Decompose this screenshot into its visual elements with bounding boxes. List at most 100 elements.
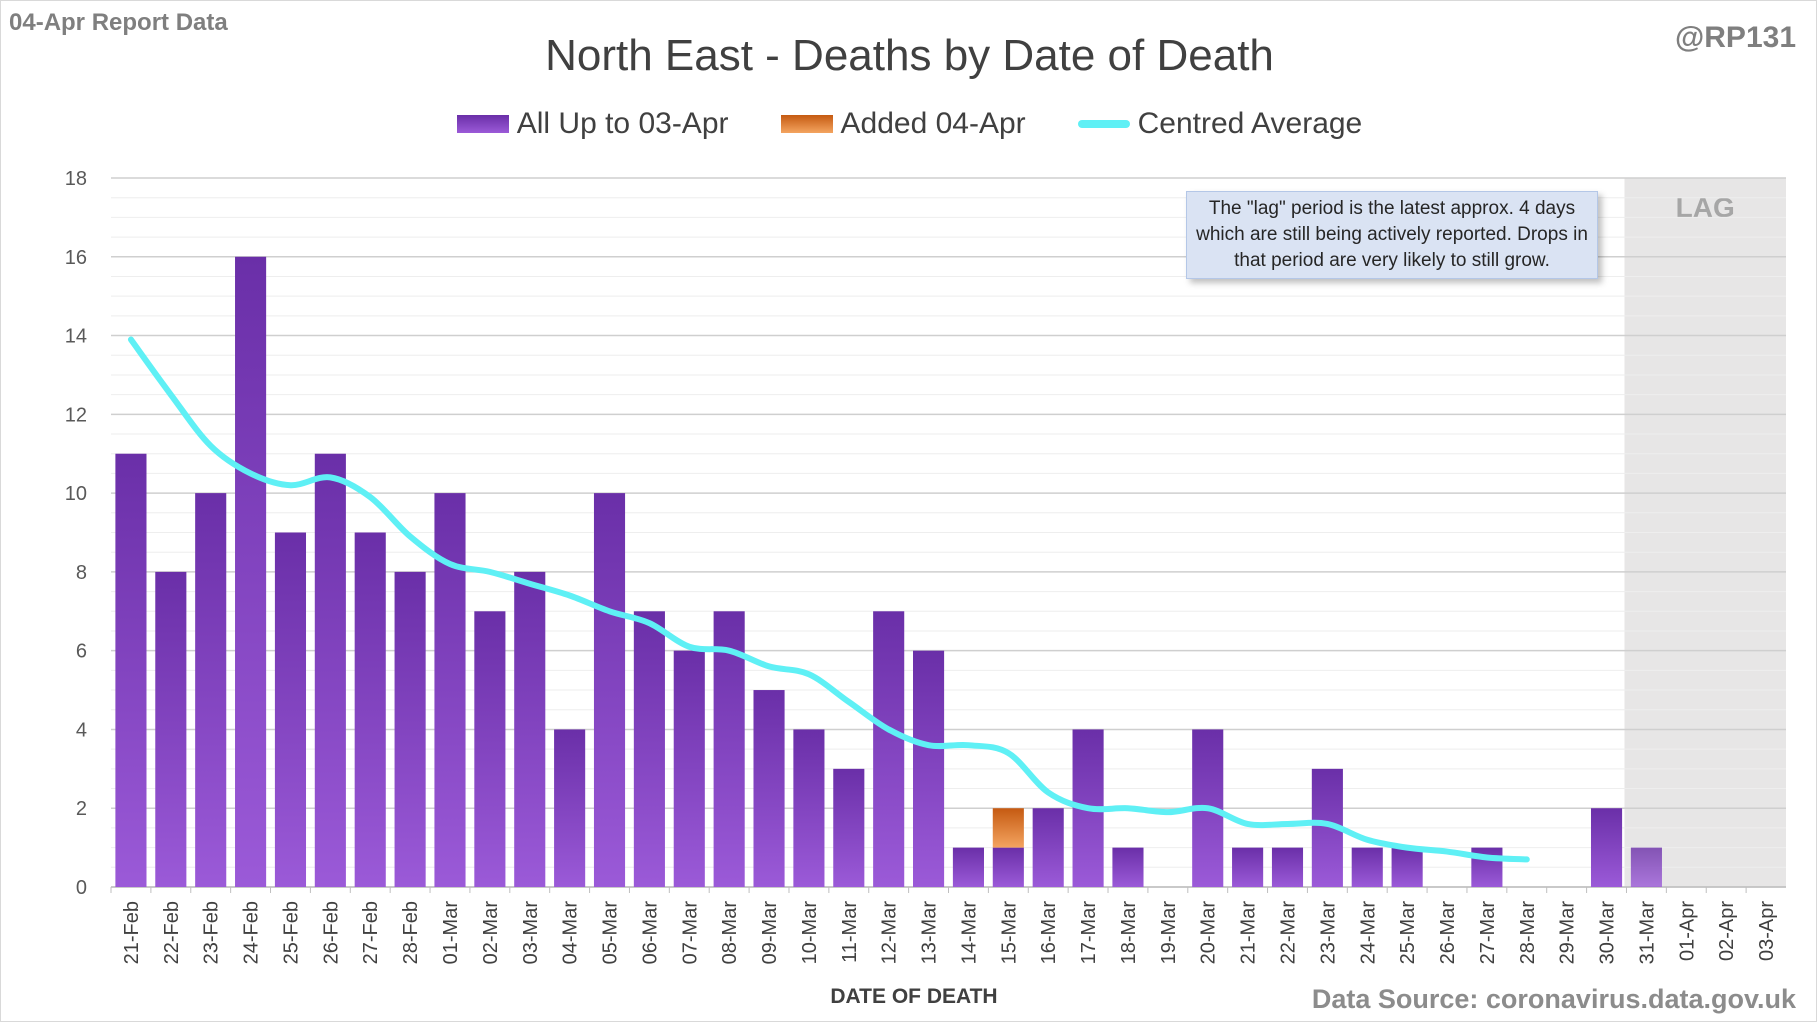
legend-swatch-average (1077, 120, 1130, 128)
bar-all-02-Mar (474, 611, 506, 887)
bar-all-06-Mar (633, 611, 665, 887)
y-tick-label: 14 (65, 326, 87, 348)
x-tick-label: 03-Apr (1756, 901, 1778, 961)
bar-all-22-Feb (155, 571, 187, 887)
x-tick-label: 07-Mar (679, 901, 701, 965)
x-axis-title: DATE OF DEATH (830, 985, 998, 1008)
bar-all-21-Mar (1232, 847, 1264, 887)
x-tick-label: 15-Mar (998, 901, 1020, 965)
bar-all-18-Mar (1112, 847, 1144, 887)
bar-all-03-Mar (514, 571, 546, 887)
bar-all-30-Mar (1590, 808, 1623, 887)
lag-callout-note: The "lag" period is the latest approx. 4… (1186, 191, 1598, 279)
x-tick-label: 05-Mar (600, 901, 622, 965)
bar-all-21-Feb (115, 453, 147, 887)
legend-label-added: Added 04-Apr (840, 107, 1026, 140)
x-tick-label: 03-Mar (520, 901, 542, 965)
x-tick-label: 26-Feb (320, 901, 342, 964)
legend: All Up to 03-Apr Added 04-Apr Centred Av… (1, 107, 1817, 141)
bar-all-10-Mar (793, 729, 825, 887)
bar-all-28-Feb (394, 571, 426, 887)
x-tick-label: 24-Mar (1357, 901, 1379, 965)
chart-title: North East - Deaths by Date of Death (545, 31, 1274, 80)
y-tick-label: 12 (65, 404, 87, 426)
x-tick-label: 02-Mar (480, 901, 502, 965)
legend-item-average: Centred Average (1077, 107, 1363, 141)
bar-all-31-Mar (1630, 847, 1662, 887)
x-tick-label: 30-Mar (1597, 901, 1619, 965)
y-tick-label: 10 (65, 483, 87, 505)
x-tick-label: 18-Mar (1118, 901, 1140, 965)
x-tick-label: 08-Mar (719, 901, 741, 965)
y-tick-label: 6 (76, 641, 87, 663)
x-tick-label: 21-Feb (121, 901, 143, 964)
data-source-label: Data Source: coronavirus.data.gov.uk (1311, 984, 1796, 1014)
report-date-label: 04-Apr Report Data (9, 9, 228, 36)
x-tick-label: 23-Feb (201, 901, 223, 964)
x-tick-label: 01-Apr (1676, 901, 1698, 961)
bar-added-15-Mar (992, 808, 1024, 848)
legend-item-added: Added 04-Apr (780, 107, 1026, 141)
bar-all-26-Feb (314, 453, 346, 887)
author-handle: @RP131 (1675, 21, 1796, 54)
x-tick-label: 11-Mar (839, 901, 861, 963)
bar-all-05-Mar (593, 493, 626, 887)
y-tick-label: 8 (76, 562, 87, 584)
legend-label-all: All Up to 03-Apr (516, 107, 729, 140)
x-tick-label: 16-Mar (1038, 901, 1060, 965)
legend-swatch-added (780, 115, 833, 133)
x-tick-label: 10-Mar (799, 901, 821, 965)
x-tick-label: 23-Mar (1317, 901, 1339, 965)
x-tick-label: 27-Mar (1477, 901, 1499, 965)
x-tick-label: 24-Feb (241, 901, 263, 964)
y-tick-label: 2 (76, 798, 87, 820)
bar-all-24-Mar (1351, 847, 1383, 887)
x-tick-label: 14-Mar (958, 901, 980, 965)
x-tick-label: 26-Mar (1437, 901, 1459, 965)
bar-all-04-Mar (554, 729, 586, 887)
x-tick-label: 28-Mar (1517, 901, 1539, 965)
lag-label: LAG (1676, 192, 1735, 223)
bar-all-12-Mar (873, 611, 905, 887)
x-tick-label: 22-Mar (1277, 901, 1299, 965)
bar-all-16-Mar (1032, 808, 1064, 887)
y-tick-label: 0 (76, 877, 87, 899)
y-tick-label: 16 (65, 247, 87, 269)
y-tick-label: 18 (65, 168, 87, 190)
x-tick-label: 12-Mar (879, 901, 901, 965)
bar-all-27-Feb (354, 532, 386, 887)
bar-all-09-Mar (753, 690, 785, 887)
x-tick-label: 20-Mar (1198, 901, 1220, 965)
bar-all-15-Mar (992, 847, 1024, 887)
bar-all-23-Feb (195, 493, 227, 887)
x-tick-label: 27-Feb (360, 901, 382, 964)
x-tick-label: 17-Mar (1078, 901, 1100, 965)
x-tick-label: 04-Mar (560, 901, 582, 965)
x-tick-label: 29-Mar (1557, 901, 1579, 965)
bar-all-22-Mar (1271, 847, 1304, 887)
bar-all-01-Mar (434, 493, 466, 887)
bar-all-14-Mar (952, 847, 984, 887)
x-tick-label: 25-Feb (280, 901, 302, 964)
x-tick-label: 09-Mar (759, 901, 781, 965)
centred-average-line (127, 336, 1530, 863)
bar-all-07-Mar (673, 650, 705, 887)
bar-all-25-Feb (274, 532, 307, 887)
bar-all-24-Feb (235, 256, 267, 887)
x-tick-label: 25-Mar (1397, 901, 1419, 965)
x-tick-label: 31-Mar (1636, 901, 1658, 965)
legend-label-average: Centred Average (1137, 107, 1363, 140)
x-tick-label: 19-Mar (1158, 901, 1180, 965)
x-tick-label: 06-Mar (639, 901, 661, 965)
bar-all-11-Mar (833, 768, 865, 887)
x-tick-label: 13-Mar (919, 901, 941, 965)
legend-item-all: All Up to 03-Apr (456, 107, 729, 141)
x-tick-label: 02-Apr (1716, 901, 1738, 961)
x-tick-label: 01-Mar (440, 901, 462, 965)
x-tick-label: 28-Feb (400, 901, 422, 964)
x-tick-label: 22-Feb (161, 901, 183, 964)
bar-all-13-Mar (913, 650, 945, 887)
y-tick-label: 4 (76, 719, 87, 741)
